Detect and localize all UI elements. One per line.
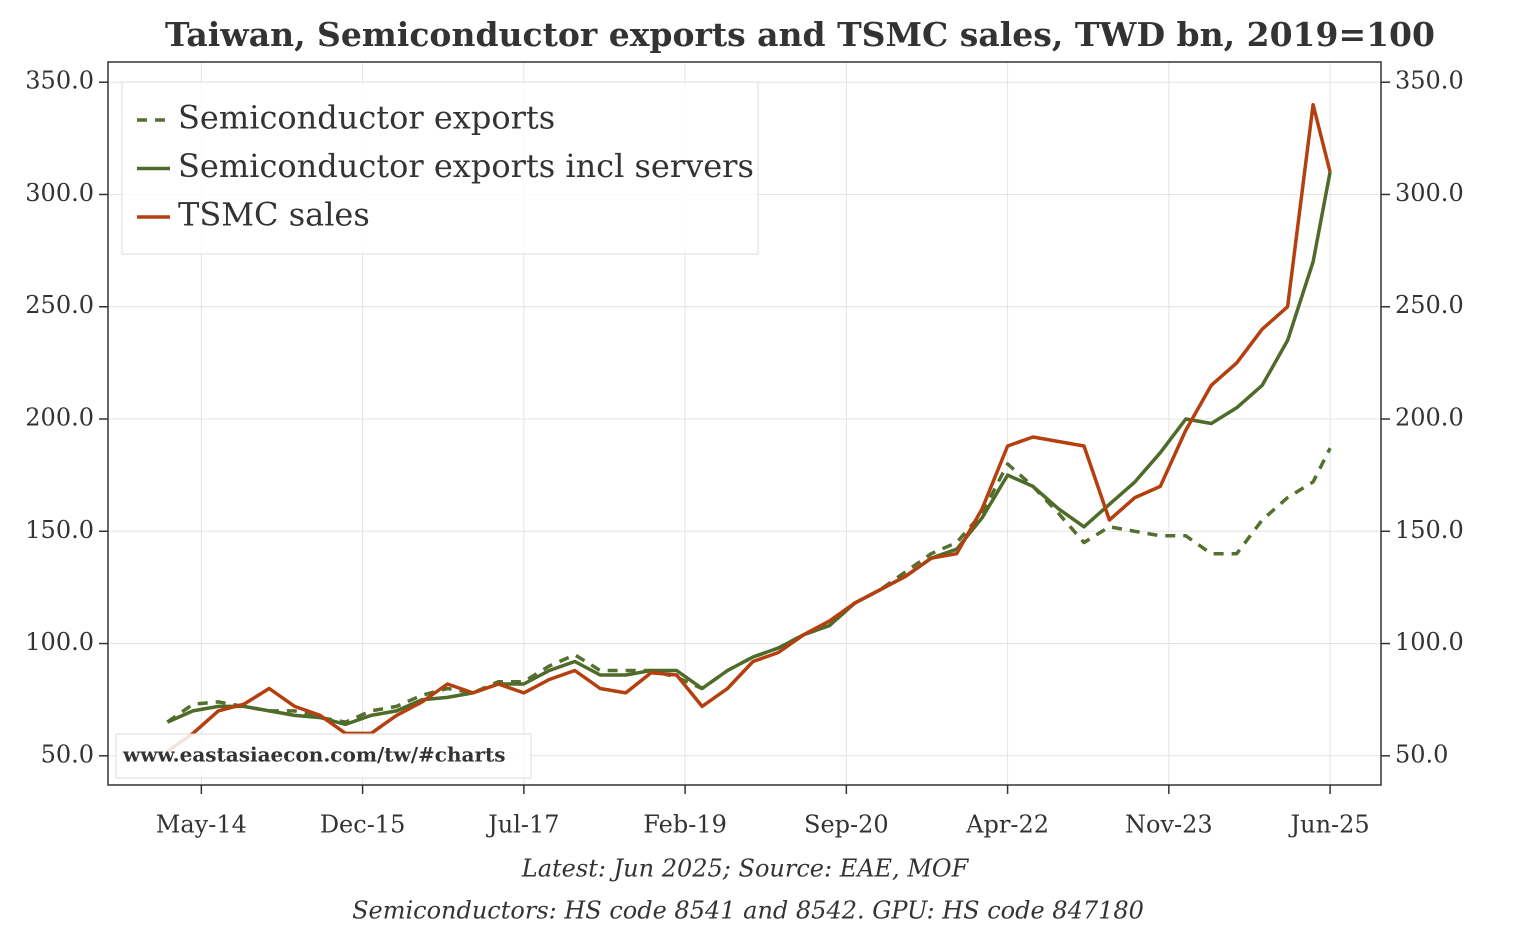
y-tick-label: 200.0 (25, 404, 94, 432)
note: Latest: Jun 2025; Source: EAE, MOF (521, 855, 970, 883)
x-tick-label: Dec-15 (320, 811, 406, 839)
x-tick-label: Apr-22 (965, 811, 1049, 839)
y-tick-label: 50.0 (41, 740, 94, 768)
y2-tick-label: 100.0 (1395, 628, 1464, 656)
watermark-box (115, 733, 532, 779)
x-tick-label: Nov-23 (1125, 811, 1213, 839)
series-line (166, 102, 1332, 753)
plot-frame (107, 61, 1382, 786)
y2-tick-label: 350.0 (1395, 67, 1464, 95)
legend-label: TSMC sales (178, 196, 370, 234)
series-line (166, 171, 1332, 727)
y2-tick-label: 200.0 (1395, 404, 1464, 432)
note: Semiconductors: HS code 8541 and 8542. G… (352, 897, 1144, 925)
x-tick-label: Jun-25 (1287, 811, 1369, 839)
y-tick-label: 350.0 (25, 67, 94, 95)
y2-tick-label: 300.0 (1395, 179, 1464, 207)
chart-title: Taiwan, Semiconductor exports and TSMC s… (165, 15, 1435, 54)
series-line (166, 447, 1332, 724)
y-tick-label: 250.0 (25, 291, 94, 319)
watermark: www.eastasiaecon.com/tw/#charts (122, 743, 506, 767)
legend-label: Semiconductor exports (178, 99, 555, 137)
x-tick-label: Feb-19 (643, 811, 727, 839)
y2-tick-label: 150.0 (1395, 516, 1464, 544)
y-tick-label: 300.0 (25, 179, 94, 207)
x-tick-label: Jul-17 (485, 811, 559, 839)
legend-label: Semiconductor exports incl servers (178, 147, 754, 185)
legend-box (121, 81, 759, 255)
y2-tick-label: 50.0 (1395, 740, 1448, 768)
x-tick-label: Sep-20 (804, 811, 889, 839)
y-tick-label: 150.0 (25, 516, 94, 544)
y2-tick-label: 250.0 (1395, 291, 1464, 319)
x-tick-label: May-14 (156, 811, 247, 839)
y-tick-label: 100.0 (25, 628, 94, 656)
